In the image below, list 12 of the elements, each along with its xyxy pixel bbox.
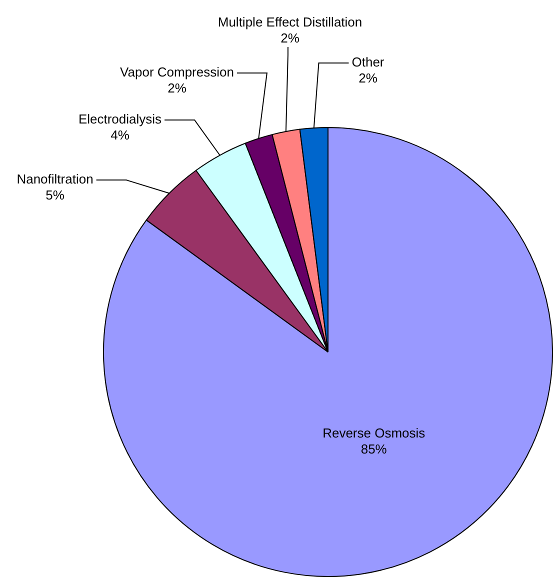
data-label: 5% [46, 188, 65, 203]
data-label: 85% [360, 442, 388, 457]
data-label: 4% [110, 128, 130, 143]
data-label: 2% [168, 80, 187, 96]
slice-label: Vapor Compression [120, 64, 234, 80]
slice-label: Other [352, 54, 385, 70]
slice-label: Reverse Osmosis [322, 426, 426, 441]
slice-label: Electrodialysis [78, 112, 162, 127]
slice-label: Nanofiltration [16, 172, 94, 187]
slice-label: Multiple Effect Distillation [218, 14, 362, 30]
data-label: 2% [280, 30, 300, 46]
data-label: 2% [358, 70, 378, 86]
